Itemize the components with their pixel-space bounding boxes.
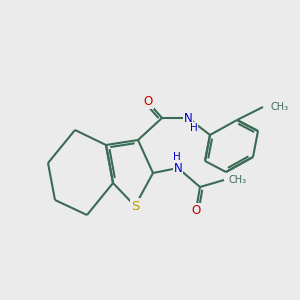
Text: CH₃: CH₃ xyxy=(229,175,247,185)
Text: N: N xyxy=(174,161,182,175)
Text: O: O xyxy=(143,95,153,109)
Text: N: N xyxy=(184,112,192,124)
Text: CH₃: CH₃ xyxy=(271,102,289,112)
Text: O: O xyxy=(191,203,201,217)
Text: H: H xyxy=(190,123,197,133)
Text: S: S xyxy=(131,200,139,212)
Text: H: H xyxy=(172,152,180,163)
